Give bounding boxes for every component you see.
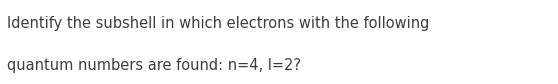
Text: quantum numbers are found: n=4, l=2?: quantum numbers are found: n=4, l=2? <box>7 58 301 73</box>
Text: Identify the subshell in which electrons with the following: Identify the subshell in which electrons… <box>7 16 430 31</box>
